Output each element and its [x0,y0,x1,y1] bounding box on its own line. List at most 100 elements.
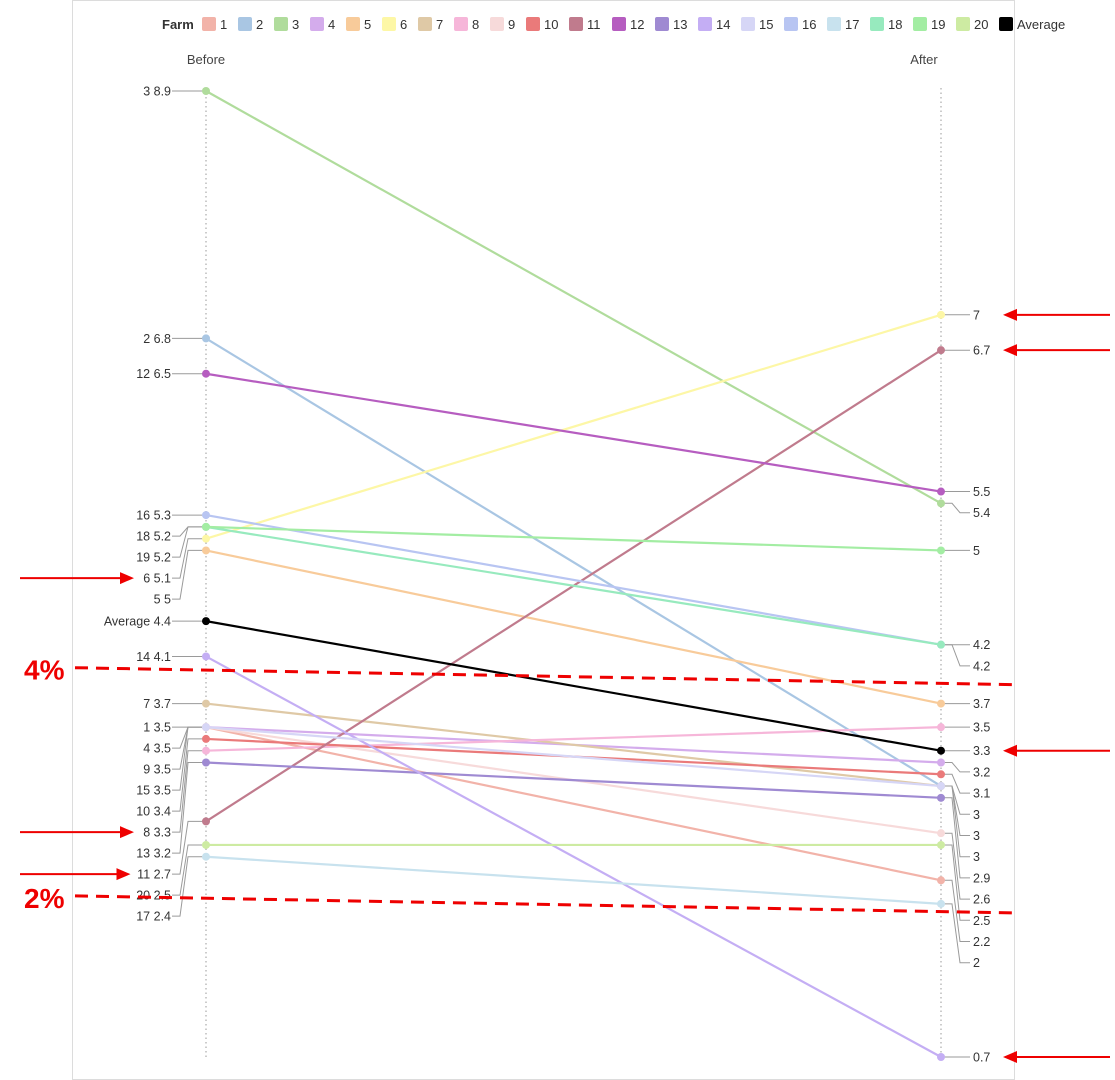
legend-label-16: 16 [802,17,816,32]
legend-label-12: 12 [630,17,644,32]
before-label-18: 18 5.2 [136,530,171,544]
legend-label-8: 8 [472,17,479,32]
annotation-arrowhead-0 [120,572,134,585]
before-label-20: 20 2.5 [136,889,171,903]
legend-label-5: 5 [364,17,371,32]
after-leader-17 [941,903,970,964]
after-leader-15 [941,785,970,858]
before-point-11 [202,817,210,826]
before-point-20 [202,840,210,849]
legend-swatch-20 [956,17,970,31]
before-point-average [202,617,210,626]
after-point-average [937,746,945,755]
after-label-4: 3.2 [973,765,990,779]
after-axis-title: After [910,52,938,67]
after-leader-20 [941,844,970,921]
before-point-3 [202,87,210,95]
legend-label-average: Average [1017,17,1065,32]
legend-swatch-13 [655,17,669,31]
legend-swatch-17 [827,17,841,31]
after-label-1: 2.2 [973,935,990,949]
series-line-14 [204,655,943,1059]
annotation-arrowhead-5 [1003,744,1017,757]
after-leader-18 [941,644,970,667]
legend-label-20: 20 [974,17,988,32]
after-point-4 [937,758,945,767]
after-point-5 [937,699,945,708]
after-point-18 [937,640,945,649]
before-label-11: 11 2.7 [137,868,171,882]
annotation-arrowhead-1 [120,826,134,839]
before-point-19 [202,522,210,531]
annotation-arrowhead-3 [1003,308,1017,321]
series-line-15 [204,726,943,788]
reference-label-2-: 2% [24,883,65,914]
before-label-13: 13 3.2 [136,847,171,861]
legend-swatch-12 [612,17,626,31]
before-label-12: 12 6.5 [136,367,171,381]
after-point-9 [937,829,945,838]
after-point-15 [937,782,945,791]
before-leader-19 [172,526,206,558]
after-point-8 [937,723,945,732]
after-point-20 [937,840,945,849]
legend: Farm 1 2 3 4 5 6 7 8 9 10 11 12 13 14 15 16 17 18 19 20 Avera… [162,17,1065,32]
after-label-13: 2.9 [973,871,990,885]
legend-swatch-2 [238,17,252,31]
after-label-16: 4.2 [973,638,990,652]
legend-label-11: 11 [587,17,601,32]
legend-swatch-4 [310,17,324,31]
legend-label-17: 17 [845,17,859,32]
before-point-16 [202,511,210,520]
before-labels: 3 8.9 2 6.8 12 6.5 16 5.3 18 5.2 19 5.2 6 5.1 5… [104,85,171,924]
reference-line-2- [74,894,1016,915]
series-line-8 [204,726,943,752]
series-line-13 [204,761,943,799]
legend-label-10: 10 [544,17,558,32]
after-point-3 [937,499,945,508]
before-label-16: 16 5.3 [136,509,171,523]
legend-swatch-9 [490,17,504,31]
legend-label-18: 18 [888,17,902,32]
before-label-10: 10 3.4 [136,805,171,819]
after-label-19: 5 [973,544,980,558]
legend-swatch-1 [202,17,216,31]
series-line-2 [204,337,943,788]
before-leader-17 [172,856,206,917]
before-axis-title: Before [187,52,225,67]
legend-label-15: 15 [759,17,773,32]
after-label-9: 2.6 [973,893,990,907]
legend-label-13: 13 [673,17,687,32]
before-label-17: 17 2.4 [136,910,171,924]
legend-label-3: 3 [292,17,299,32]
series-line-3 [204,89,943,505]
before-label-average: Average 4.4 [104,615,171,629]
before-leader-8 [172,750,206,833]
legend-swatch-14 [698,17,712,31]
after-label-20: 2.5 [973,914,990,928]
after-point-19 [937,546,945,555]
before-label-9: 9 3.5 [143,763,171,777]
after-label-2: 3 [973,808,980,822]
before-label-3: 3 8.9 [143,85,171,99]
series-line-12 [204,372,943,493]
series-line-6 [204,313,943,540]
series-line-7 [204,702,943,788]
before-leader-20 [172,844,206,896]
series-points [202,87,945,1061]
before-leader-10 [172,738,206,812]
before-label-15: 15 3.5 [136,784,171,798]
before-point-5 [202,546,210,555]
reference-line-4- [74,666,1016,687]
before-label-2: 2 6.8 [143,332,171,346]
before-point-2 [202,334,210,343]
after-label-10: 3.1 [973,787,990,801]
after-point-6 [937,310,945,319]
before-point-7 [202,699,210,708]
after-point-17 [937,899,945,908]
after-label-15: 3 [973,850,980,864]
after-point-12 [937,487,945,496]
legend-swatch-18 [870,17,884,31]
after-label-5: 3.7 [973,697,990,711]
